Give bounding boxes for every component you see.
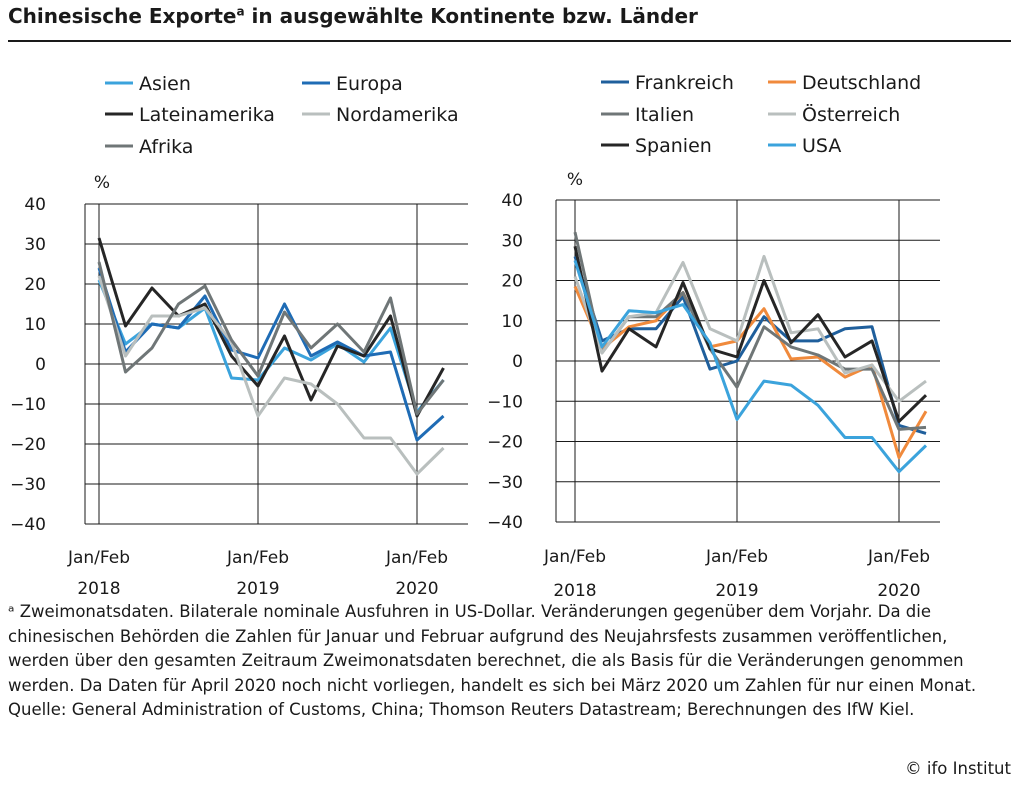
- left-series-nordamerika: [97, 275, 445, 476]
- footnote: ᵃ Zweimonatsdaten. Bilaterale nominale A…: [8, 600, 1008, 723]
- right-x-tick-year: 2018: [553, 581, 596, 600]
- right-x-tick-year: 2020: [877, 581, 920, 600]
- right-series-spanien: [573, 245, 928, 423]
- left-y-tick-label: 20: [24, 275, 46, 295]
- right-y-tick-label: 20: [501, 272, 523, 292]
- right-series-österreich: [573, 254, 927, 403]
- right-x-tick-label: Jan/Feb: [867, 547, 930, 567]
- left-x-tick-year: 2020: [395, 579, 438, 599]
- copyright: © ifo Institut: [905, 759, 1011, 778]
- title-main: Chinesische Exporte: [8, 4, 237, 28]
- right-y-tick-label: 0: [512, 352, 523, 372]
- left-y-tick-label: 10: [24, 315, 46, 335]
- left-y-tick-label: 0: [35, 355, 46, 375]
- right-x-tick-label: Jan/Feb: [705, 547, 768, 567]
- left-legend-label: Europa: [336, 73, 403, 95]
- left-y-tick-label: 30: [24, 235, 46, 255]
- left-series-lateinamerika: [97, 237, 445, 418]
- right-y-tick-label: 30: [501, 231, 523, 251]
- right-legend-label: Italien: [635, 104, 694, 126]
- left-y-tick-label: −30: [10, 475, 46, 495]
- right-y-tick-label: 10: [501, 312, 523, 332]
- right-x-tick-year: 2019: [715, 581, 758, 600]
- right-legend-label: Frankreich: [635, 72, 734, 94]
- left-y-tick-label: 40: [24, 195, 46, 215]
- title-rest: in ausgewählte Kontinente bzw. Länder: [244, 4, 698, 28]
- left-y-tick-label: −20: [10, 435, 46, 455]
- right-legend-label: Deutschland: [802, 72, 921, 94]
- left-series-europa: [97, 267, 445, 442]
- left-x-tick-label: Jan/Feb: [226, 548, 289, 568]
- left-legend-label: Afrika: [139, 136, 193, 158]
- left-legend-label: Lateinamerika: [139, 104, 275, 126]
- left-y-tick-label: −40: [10, 515, 46, 535]
- right-legend-label: Spanien: [635, 135, 712, 157]
- page-title: Chinesische Exportea in ausgewählte Kont…: [8, 4, 698, 28]
- left-legend-label: Nordamerika: [336, 104, 459, 126]
- footnote-source: Quelle: General Administration of Custom…: [8, 700, 915, 719]
- left-unit-label: %: [94, 173, 110, 193]
- right-y-tick-label: −20: [487, 433, 523, 453]
- right-series-usa: [573, 259, 928, 474]
- left-x-tick-label: Jan/Feb: [385, 548, 448, 568]
- right-y-tick-label: −10: [487, 392, 523, 412]
- right-unit-label: %: [567, 170, 583, 190]
- right-legend-label: USA: [802, 135, 841, 157]
- left-x-tick-year: 2019: [236, 579, 279, 599]
- title-rule: [8, 40, 1011, 42]
- left-legend-label: Asien: [139, 73, 191, 95]
- right-x-tick-label: Jan/Feb: [543, 547, 606, 567]
- left-x-tick-year: 2018: [77, 579, 120, 599]
- right-y-tick-label: −40: [487, 513, 523, 533]
- right-legend-label: Österreich: [802, 103, 900, 126]
- title-superscript: a: [236, 4, 245, 19]
- footnote-text: ᵃ Zweimonatsdaten. Bilaterale nominale A…: [8, 602, 977, 695]
- left-x-tick-label: Jan/Feb: [67, 548, 130, 568]
- left-series-afrika: [97, 261, 445, 416]
- left-y-tick-label: −10: [10, 395, 46, 415]
- right-y-tick-label: −30: [487, 473, 523, 493]
- right-series-frankreich: [573, 255, 927, 435]
- charts-area: 40 30 20 10 0 −10 −20 −30 −40 Jan/Feb 2018 Jan/Feb 2…: [10, 72, 940, 600]
- right-y-tick-label: 40: [501, 191, 523, 211]
